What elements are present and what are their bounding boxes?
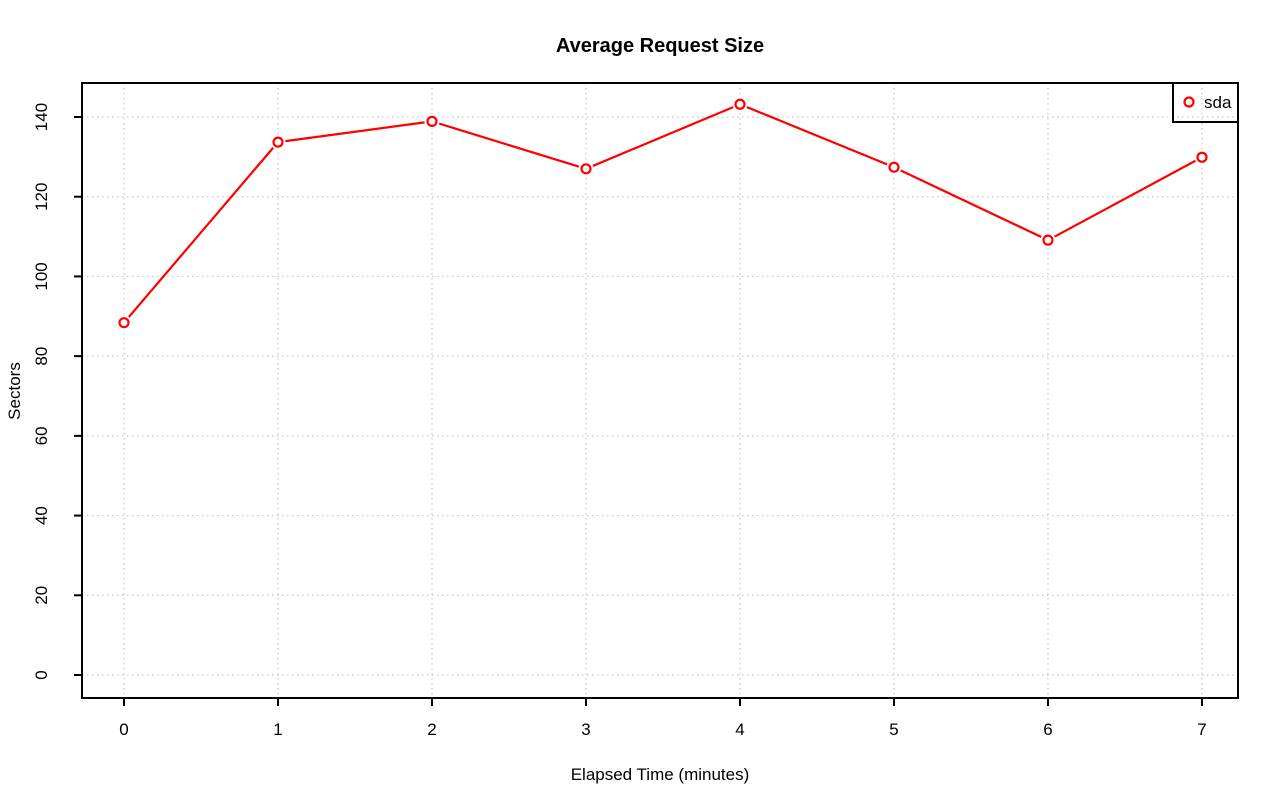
x-tick-label: 5 — [889, 720, 898, 739]
x-tick-label: 0 — [119, 720, 128, 739]
data-point-marker — [272, 136, 284, 148]
x-tick-label: 6 — [1043, 720, 1052, 739]
legend-box — [1172, 82, 1239, 123]
plot-area-border — [81, 82, 1239, 699]
data-point-marker — [118, 317, 130, 329]
y-tick-label: 80 — [32, 347, 51, 366]
data-point-marker — [1042, 234, 1054, 246]
data-point-marker — [426, 115, 438, 127]
chart-title: Average Request Size — [556, 35, 764, 57]
data-point-marker — [734, 98, 746, 110]
x-tick-label: 3 — [581, 720, 590, 739]
y-axis-label: Sectors — [5, 362, 24, 420]
x-axis-label: Elapsed Time (minutes) — [571, 765, 750, 784]
data-series — [116, 96, 1210, 331]
y-tick-label: 120 — [32, 183, 51, 211]
y-tick-label: 100 — [32, 262, 51, 290]
gridlines — [82, 83, 1238, 698]
x-tick-label: 1 — [273, 720, 282, 739]
x-tick-label: 2 — [427, 720, 436, 739]
legend: sda — [1172, 82, 1239, 123]
data-point-marker — [1196, 151, 1208, 163]
y-tick-label: 40 — [32, 506, 51, 525]
y-tick-label: 20 — [32, 586, 51, 605]
legend-marker-icon — [1183, 96, 1195, 108]
x-tick-label: 4 — [735, 720, 744, 739]
y-tick-label: 0 — [32, 670, 51, 679]
axis-ticks: 0 1 2 3 4 5 6 7 0 20 40 60 80 100 120 140 — [32, 103, 1207, 739]
data-point-marker — [888, 161, 900, 173]
legend-entry-label: sda — [1204, 93, 1232, 112]
data-point-marker — [580, 163, 592, 175]
x-tick-label: 7 — [1197, 720, 1206, 739]
y-tick-label: 60 — [32, 426, 51, 445]
y-tick-label: 140 — [32, 103, 51, 131]
series-line-sda — [123, 103, 1203, 324]
